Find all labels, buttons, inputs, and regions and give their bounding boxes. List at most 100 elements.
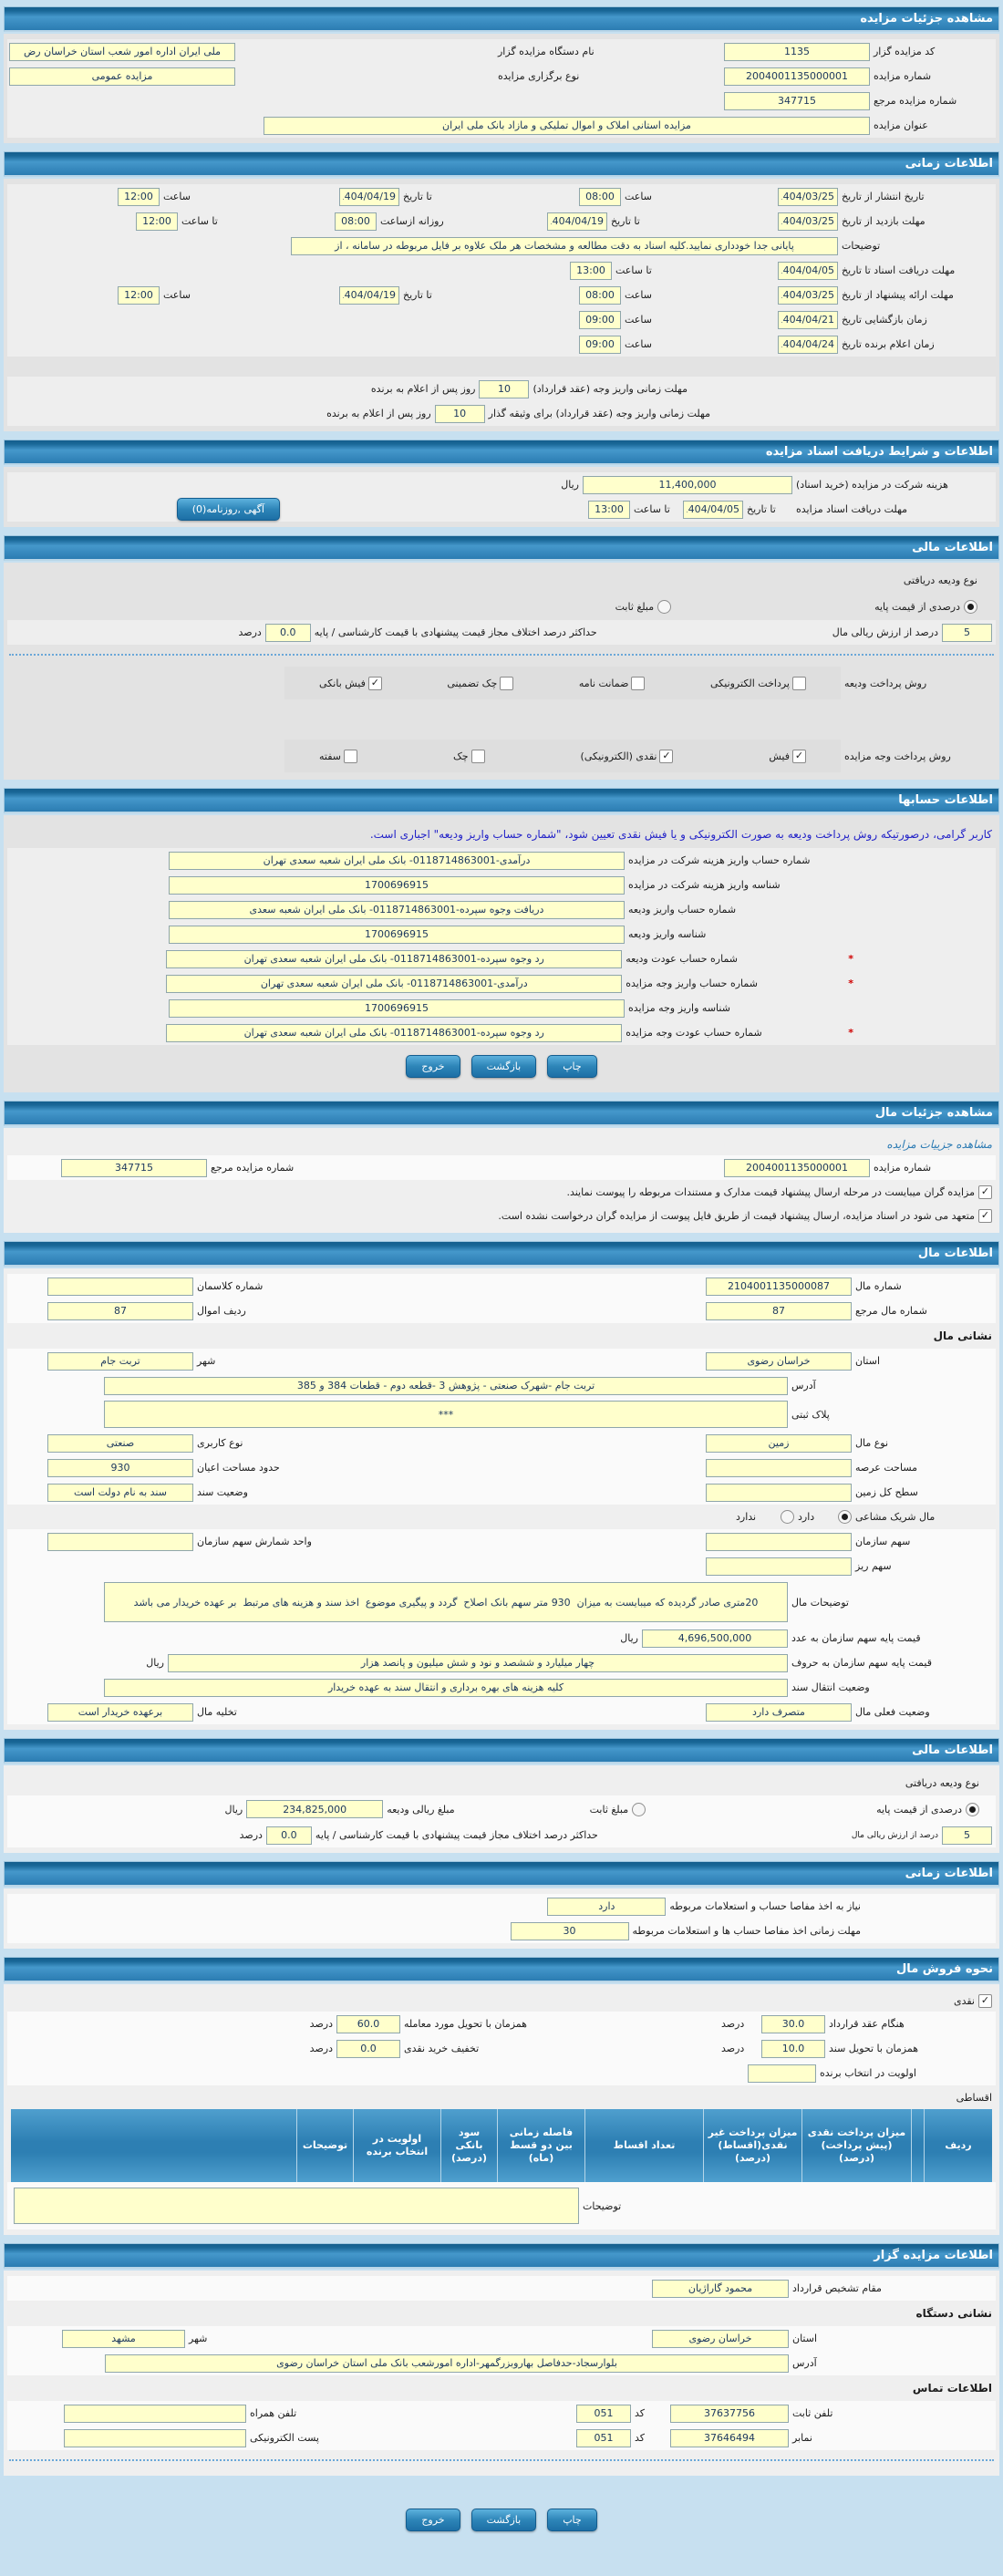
phone-code-input[interactable] [576,2404,631,2423]
asset-auction-number-input[interactable] [724,1158,870,1177]
docs-deadline-time-input[interactable] [570,261,612,280]
deposit-return-account-input[interactable] [166,949,623,968]
publish-to-date-input[interactable] [339,187,399,206]
asset-type-input[interactable] [706,1433,852,1453]
agency-name-input[interactable] [9,42,235,61]
back-button-bottom[interactable]: بازگشت [470,2508,537,2531]
auction-ref-number-input[interactable] [724,91,870,110]
print-button-bottom[interactable]: چاپ [547,2508,597,2531]
checkbox[interactable] [500,676,514,690]
opening-time-input[interactable] [579,310,621,329]
publish-from-date-input[interactable] [778,187,838,206]
auction-title-input[interactable] [264,116,870,135]
checkbox[interactable]: ✓ [659,749,674,763]
exit-button-bottom[interactable]: خروج [406,2508,460,2531]
sub-share-input[interactable] [706,1557,852,1576]
email-input[interactable] [64,2428,246,2447]
checkbox[interactable] [631,676,646,690]
contract-percent-input[interactable] [761,2014,825,2033]
winner-announce-date-input[interactable] [778,335,838,354]
classification-number-input[interactable] [47,1277,193,1296]
total-land-input[interactable] [706,1483,852,1502]
print-button[interactable]: چاپ [547,1054,597,1078]
building-area-input[interactable] [47,1458,193,1477]
sale-notes-input[interactable] [14,2188,579,2224]
shared-partner-yes-radio[interactable] [838,1510,852,1524]
publish-from-time-input[interactable] [579,187,621,206]
cash-discount-input[interactable] [336,2039,400,2058]
offer-to-time-input[interactable] [118,285,160,305]
auction-return-account-input[interactable] [166,1023,623,1042]
visit-from-date-input[interactable] [778,212,838,231]
deposit-percent-input[interactable] [942,623,992,642]
payment-days-guarantor-input[interactable] [434,404,485,423]
fee-deposit-account-input[interactable] [169,851,625,870]
province-input[interactable] [706,1351,852,1371]
transfer-status-input[interactable] [104,1678,788,1697]
winner-announce-time-input[interactable] [579,335,621,354]
eviction-status-input[interactable] [47,1702,193,1722]
document-status-input[interactable] [47,1483,193,1502]
phone-input[interactable] [670,2404,789,2423]
base-price-words-input[interactable] [168,1653,788,1672]
docs-deadline-date-input[interactable] [778,261,838,280]
opening-date-input[interactable] [778,310,838,329]
no-attachment-request-checkbox[interactable]: ✓ [978,1208,992,1223]
visit-daily-from-time-input[interactable] [335,212,377,231]
offer-from-date-input[interactable] [778,285,838,305]
deposit-type-fixed-radio-2[interactable] [632,1802,646,1816]
registration-plate-input[interactable] [104,1401,788,1428]
asset-address-input[interactable] [104,1376,788,1395]
docs-receive-date-input[interactable] [683,500,743,519]
checkbox[interactable]: ✓ [792,749,806,763]
clearance-needed-input[interactable] [547,1897,667,1916]
fax-code-input[interactable] [576,2428,631,2447]
asset-row-input[interactable] [47,1301,193,1320]
checkbox[interactable] [344,749,358,763]
usage-type-input[interactable] [47,1433,193,1453]
max-diff-percent-input[interactable] [264,623,311,642]
land-area-input[interactable] [706,1458,852,1477]
city-input[interactable] [47,1351,193,1371]
mobile-input[interactable] [64,2404,246,2423]
deposit-percent-input-2[interactable] [942,1826,992,1845]
fee-deposit-id-input[interactable] [169,875,625,895]
deposit-amount-input[interactable] [246,1800,384,1818]
payment-days-winner-input[interactable] [479,379,530,398]
deposit-account-input[interactable] [169,900,625,919]
auction-type-input[interactable] [9,67,235,86]
agency-address-input[interactable] [105,2354,789,2373]
contract-authority-input[interactable] [652,2279,789,2298]
shared-partner-no-radio[interactable] [781,1510,794,1524]
delivery-percent-input[interactable] [336,2014,400,2033]
checkbox[interactable] [470,749,485,763]
visit-to-date-input[interactable] [547,212,607,231]
org-share-unit-input[interactable] [47,1532,193,1551]
org-share-input[interactable] [706,1532,852,1551]
agency-city-input[interactable] [62,2329,185,2348]
asset-auction-ref-input[interactable] [61,1158,207,1177]
asset-notes-input[interactable] [104,1582,788,1622]
cash-sale-checkbox[interactable]: ✓ [978,1993,992,2008]
attach-docs-checkbox[interactable]: ✓ [978,1185,992,1199]
back-button[interactable]: بازگشت [470,1054,537,1078]
time-notes-input[interactable] [291,236,838,255]
deposit-id-input[interactable] [169,925,625,944]
auction-details-link[interactable]: مشاهده جزییات مزایده [886,1138,992,1151]
auction-number-input[interactable] [724,67,870,86]
clearance-days-input[interactable] [510,1921,629,1940]
deposit-type-percent-radio-2[interactable] [966,1802,979,1816]
newspaper-ads-button[interactable]: آگهی ,روزنامه(0) [176,498,280,521]
occupancy-status-input[interactable] [706,1702,852,1722]
deposit-type-percent-radio[interactable] [964,599,977,614]
doc-delivery-percent-input[interactable] [761,2039,825,2058]
offer-to-date-input[interactable] [339,285,399,305]
base-price-number-input[interactable] [642,1629,788,1648]
auction-amount-account-input[interactable] [166,974,623,993]
publish-to-time-input[interactable] [118,187,160,206]
docs-receive-time-input[interactable] [588,500,630,519]
offer-from-time-input[interactable] [579,285,621,305]
auctioneer-code-input[interactable] [724,42,870,61]
fax-input[interactable] [670,2428,789,2447]
deposit-type-fixed-radio[interactable] [657,599,672,614]
